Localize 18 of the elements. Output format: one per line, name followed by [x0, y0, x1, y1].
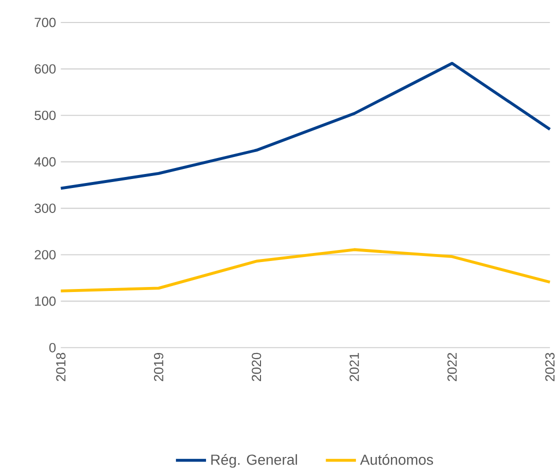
line-series — [59, 62, 552, 190]
x-tick-label: 2018 — [56, 352, 66, 382]
x-tick-label: 2021 — [350, 352, 359, 382]
y-tick-label: 400 — [34, 157, 56, 167]
x-tick-label: 2020 — [252, 352, 262, 382]
line-series — [59, 248, 552, 292]
y-tick-label: 700 — [34, 18, 56, 28]
legend-label: Rég. General — [211, 454, 297, 468]
legend-label: Autónomos — [360, 454, 434, 465]
y-tick-label: 500 — [34, 110, 56, 120]
y-tick-label: 200 — [34, 250, 56, 260]
y-tick-label: 100 — [35, 296, 56, 306]
y-tick-label: 300 — [34, 204, 56, 213]
x-tick-label: 2019 — [154, 352, 164, 382]
x-tick-label: 2022 — [447, 352, 457, 382]
y-tick-label: 600 — [34, 64, 56, 74]
y-tick-label: 0 — [49, 342, 56, 352]
x-tick-label: 2023 — [545, 352, 555, 382]
